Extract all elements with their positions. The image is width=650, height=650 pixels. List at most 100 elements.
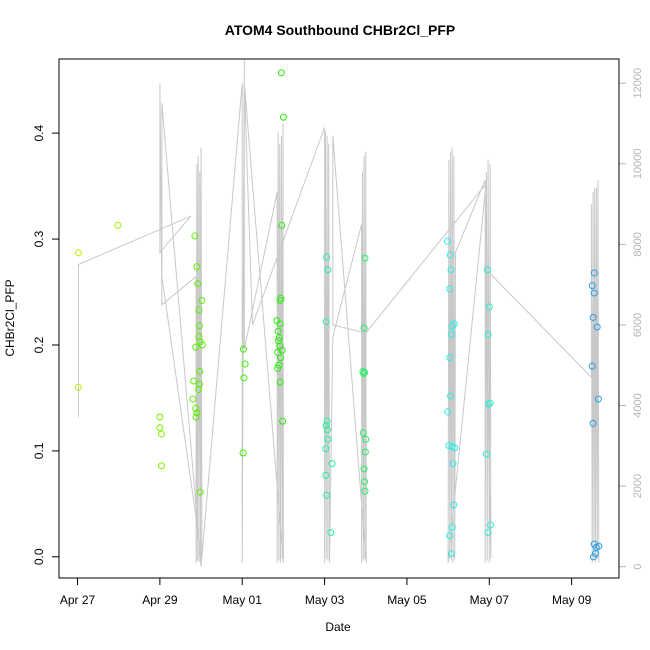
y-tick-label: 0.1 <box>32 442 46 459</box>
data-point <box>198 341 206 349</box>
data-point <box>276 378 284 386</box>
data-point <box>483 266 491 274</box>
data-point <box>239 345 247 353</box>
data-point <box>443 237 451 245</box>
data-point <box>361 254 369 262</box>
data-point <box>193 263 201 271</box>
data-point <box>323 253 331 261</box>
y2-tick-label: 4000 <box>632 393 644 417</box>
x-tick-label: May 03 <box>305 593 345 607</box>
plot-frame <box>58 58 620 579</box>
data-point <box>362 435 370 443</box>
data-point <box>240 374 248 382</box>
x-axis-label: Date <box>325 620 351 634</box>
data-point <box>446 285 454 293</box>
data-point <box>323 426 331 434</box>
data-point <box>192 343 200 351</box>
data-point <box>323 417 331 425</box>
data-point <box>195 385 203 393</box>
x-tick-label: Apr 27 <box>60 593 96 607</box>
data-point <box>360 324 368 332</box>
data-point <box>278 221 286 229</box>
data-point <box>447 330 455 338</box>
data-point <box>446 532 454 540</box>
data-point <box>114 221 122 229</box>
axes-layer: Apr 27 Apr 29 May 01 May 03 May 05 May 07 May … <box>32 68 644 607</box>
data-point <box>193 409 201 417</box>
data-point <box>274 327 282 335</box>
data-point <box>196 488 204 496</box>
data-point <box>328 460 336 468</box>
altitude-line-layer <box>77 58 600 567</box>
x-tick-label: May 09 <box>552 593 592 607</box>
data-point <box>195 380 203 388</box>
data-point <box>484 528 492 536</box>
data-point <box>195 322 203 330</box>
data-point <box>198 296 206 304</box>
data-point <box>194 280 202 288</box>
data-point <box>482 450 490 458</box>
data-point <box>279 417 287 425</box>
data-point <box>239 449 247 457</box>
data-point <box>196 367 204 375</box>
data-point <box>487 521 495 529</box>
data-point <box>446 251 454 259</box>
data-point <box>359 429 367 437</box>
data-point <box>191 232 199 240</box>
data-point <box>484 330 492 338</box>
data-point <box>484 400 492 408</box>
data-point <box>588 362 596 370</box>
y-tick-label: 0.0 <box>32 548 46 565</box>
data-point <box>279 113 287 121</box>
data-point <box>156 424 164 432</box>
x-tick-label: May 07 <box>470 593 510 607</box>
data-point <box>327 528 335 536</box>
data-point <box>324 435 332 443</box>
data-point <box>590 289 598 297</box>
data-point <box>241 360 249 368</box>
x-tick-label: Apr 29 <box>142 593 178 607</box>
data-point <box>594 395 602 403</box>
y-tick-label: 0.3 <box>32 230 46 247</box>
y2-tick-label: 10000 <box>632 148 644 179</box>
data-point <box>444 408 452 416</box>
data-point <box>276 296 284 304</box>
data-point <box>192 405 200 413</box>
data-point <box>360 465 368 473</box>
data-point <box>486 399 494 407</box>
data-point <box>323 491 331 499</box>
data-point <box>190 377 198 385</box>
data-point <box>158 430 166 438</box>
data-point <box>192 413 200 421</box>
data-point <box>589 419 597 427</box>
data-point <box>156 413 164 421</box>
data-point <box>361 369 369 377</box>
data-point <box>74 383 82 391</box>
data-point <box>195 306 203 314</box>
data-point <box>275 361 283 369</box>
data-point <box>449 460 457 468</box>
data-point <box>189 395 197 403</box>
data-point <box>589 313 597 321</box>
data-point <box>277 354 285 362</box>
data-point <box>451 444 459 452</box>
data-point <box>277 69 285 77</box>
data-point <box>322 471 330 479</box>
data-point <box>360 370 368 378</box>
data-point <box>590 269 598 277</box>
y2-tick-label: 12000 <box>632 68 644 99</box>
data-point <box>158 462 166 470</box>
data-point <box>447 266 455 274</box>
y-tick-label: 0.2 <box>32 336 46 353</box>
y-tick-label: 0.4 <box>32 124 46 141</box>
data-point <box>278 346 286 354</box>
data-points-layer <box>74 69 603 561</box>
data-point <box>447 392 455 400</box>
y2-tick-label: 8000 <box>632 232 644 256</box>
data-point <box>275 334 283 342</box>
data-point <box>448 523 456 531</box>
data-point <box>588 282 596 290</box>
data-point <box>589 553 597 561</box>
data-point <box>322 318 330 326</box>
